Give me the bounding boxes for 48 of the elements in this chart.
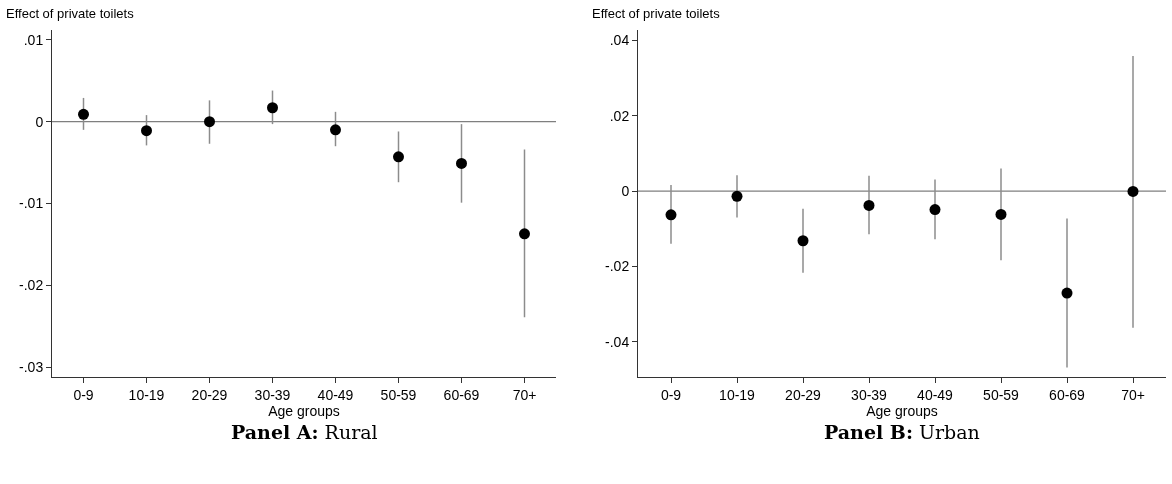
point [78,108,89,120]
x-tick-label: 70+ [1121,386,1145,403]
x-tick-label: 60-69 [1049,386,1086,403]
x-tick-label: 30-39 [254,386,291,403]
x-tick-label: 40-49 [917,386,954,403]
y-tick-label: -.02 [19,277,44,294]
x-tick-label: 30-39 [851,386,888,403]
point [393,151,404,163]
x-axis-title: Age groups [866,402,938,419]
x-tick-label: 20-29 [785,386,822,403]
point [1061,287,1073,299]
point [204,116,215,128]
x-tick-label: 20-29 [191,386,228,403]
x-tick-label: 10-19 [719,386,756,403]
x-tick-label: 10-19 [128,386,165,403]
x-tick-label: 50-59 [380,386,417,403]
point [863,199,875,211]
point [929,204,941,216]
x-tick-label: 0-9 [660,386,682,403]
y-axis-title: Effect of private toilets [6,6,135,21]
y-axis-title: Effect of private toilets [592,6,721,21]
point [995,208,1007,220]
x-tick-label: 50-59 [983,386,1020,403]
point [141,125,152,137]
point [519,228,530,240]
y-tick-label: .02 [609,107,630,124]
point [731,190,743,202]
y-tick-label: -.02 [605,258,630,275]
x-tick-label: 0-9 [73,386,94,403]
x-tick-label: 40-49 [317,386,354,403]
y-tick-label: .01 [23,31,44,48]
text: Panel A: Rural [231,421,378,443]
y-tick-label: 0 [35,113,44,130]
point [797,235,809,247]
point [456,157,467,169]
point [665,209,677,221]
x-tick-label: 70+ [512,386,537,403]
y-tick-label: -.03 [19,359,44,376]
point [330,124,341,136]
y-tick-label: .04 [609,32,630,49]
y-tick-label: 0 [621,182,630,199]
point [267,102,278,114]
x-axis-title: Age groups [268,402,340,419]
y-tick-label: -.04 [605,333,630,350]
text: Panel B: Urban [824,421,980,443]
x-tick-label: 60-69 [443,386,480,403]
point [1127,185,1139,197]
y-tick-label: -.01 [19,195,44,212]
